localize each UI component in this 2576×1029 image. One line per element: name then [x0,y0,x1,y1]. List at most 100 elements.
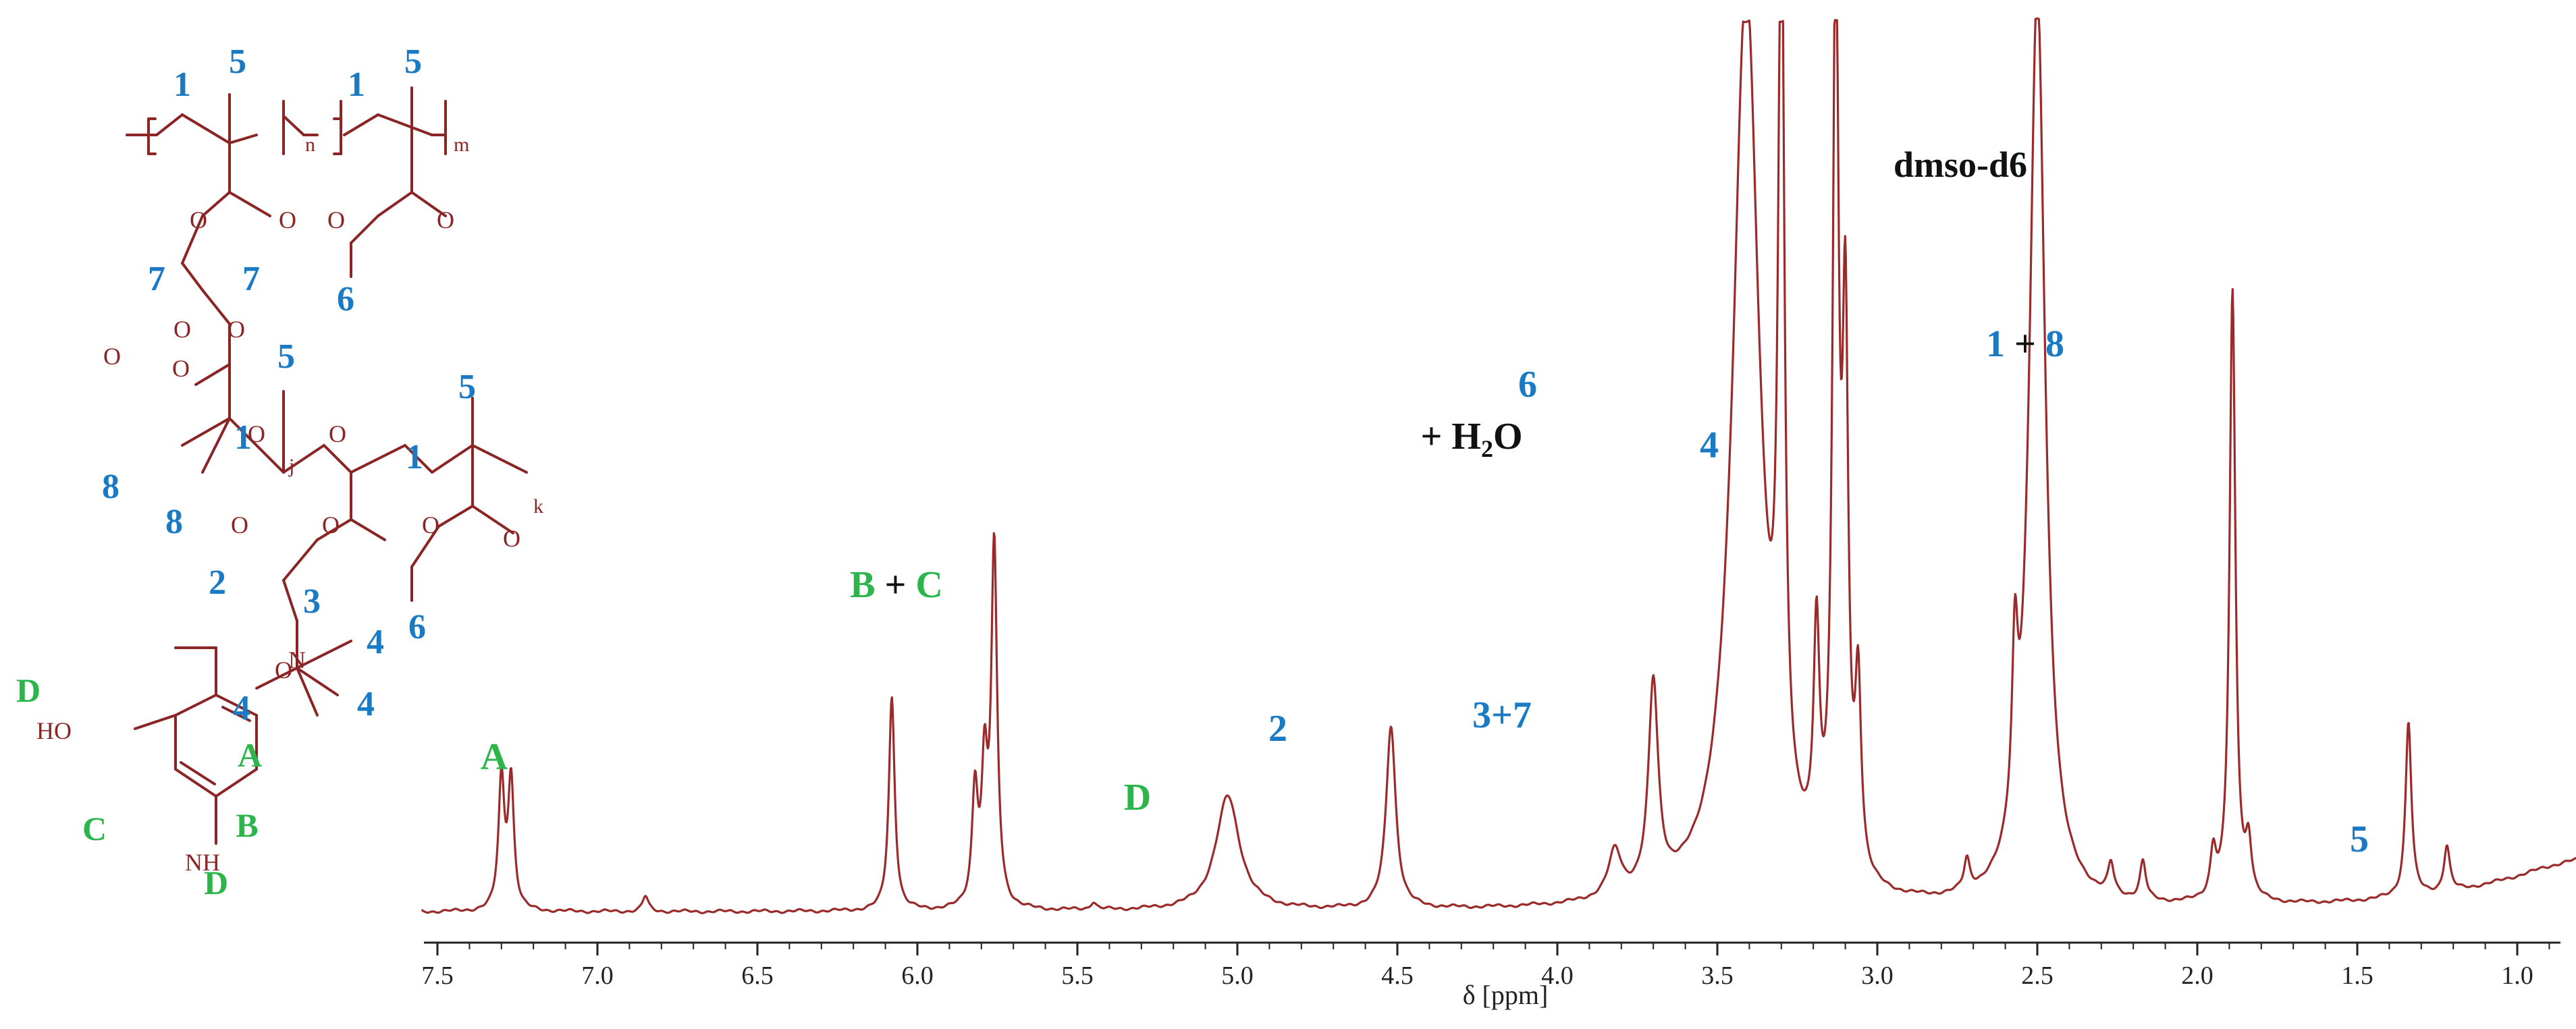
annotation-part: A [481,736,508,778]
structure-number-label: 4 [367,623,384,661]
structure-number-label: 1 [406,438,423,476]
annotation-part: B [850,564,875,606]
peak-annotations: AB + CD2 3+76+ H2O 41 + 85 [481,323,2369,860]
repeat-unit-subscript: m [454,134,469,156]
peak-annotation: 1 + 8 [1986,323,2064,365]
bond-line [174,768,217,798]
x-tick-label: 5.0 [1221,962,1254,990]
bond-line [404,444,433,474]
structure-letter-label: D [16,671,41,709]
x-tick-label: 6.0 [901,962,934,990]
solvent-label: dmso-d6 [1894,144,2027,185]
peak-annotation: D [1124,777,1151,818]
bond-line [316,518,352,541]
structure-number-label: 7 [148,260,165,298]
annotation-part: 2 [1268,708,1287,750]
bond-line [431,444,474,474]
structure-number-label: 3 [303,582,321,621]
atom-symbol: O [172,355,190,382]
structure-number-label: 5 [458,368,476,406]
atom-symbol: O [322,511,340,538]
atom-symbol: O [173,316,191,343]
peak-annotation: B + C [850,564,943,606]
structure-number-label: 2 [209,563,226,602]
x-tick-label: 4.5 [1381,962,1414,990]
atom-symbol: O [248,420,265,447]
bond-line [282,115,305,136]
annotation-part: D [1124,777,1151,818]
atom-symbol: N [288,646,306,673]
bond-line [282,579,298,622]
x-tick-label: 1.5 [2341,962,2373,990]
peak-annotation: A [481,736,508,778]
structure-number-label: 1 [348,65,365,104]
annotation-part: 2 [1481,435,1493,462]
bond-line [471,444,528,474]
bond-line [471,505,514,534]
bond-line [201,289,231,325]
structure-number-label: 6 [408,608,426,646]
bond-line [343,113,379,136]
annotation-part: + [2005,323,2045,365]
structure-number-label: 5 [404,43,422,81]
structure-number-label: 5 [277,337,295,376]
bond-line [228,417,285,474]
bond-line [134,714,177,730]
atom-symbol: O [422,511,439,538]
bond-line [255,667,298,690]
bond-line [174,694,217,717]
atom-symbol: O [103,343,121,370]
x-tick-label: 7.0 [581,962,614,990]
repeat-unit-subscript: k [533,495,543,518]
bond-line [350,215,379,244]
atom-symbol: O [275,657,292,684]
bond-line [296,667,339,696]
x-tick-label: 4.0 [1541,962,1574,990]
atom-symbol: O [437,206,454,233]
atom-symbol: O [227,316,245,343]
x-tick-label: 2.5 [2021,962,2054,990]
atom-symbol: O [231,511,248,538]
bond-line [296,667,319,717]
peak-annotation: 3+7 [1472,694,1532,736]
nmr-spectrum [421,17,2576,914]
atom-symbol: HO [36,717,72,744]
bond-line [155,113,184,136]
atom-symbol: O [329,420,346,447]
bond-line [221,706,251,722]
peak-annotation: + H2O [1420,416,1522,462]
structure-letter-label: A [238,736,262,774]
peak-annotation: 4 [1700,424,1719,466]
x-tick-label: 7.5 [421,962,454,990]
structure-number-label: 4 [233,689,250,727]
x-axis-label: δ [ppm] [1463,980,1549,1010]
atom-symbol: O [190,206,207,233]
repeat-unit-subscript: j [288,455,294,477]
bond-line [410,525,440,568]
structure-letter-label: D [204,864,228,901]
structure-letter-label: C [82,810,107,847]
x-tick-label: 3.5 [1701,962,1734,990]
structure-number-label: 8 [102,468,119,506]
bond-line [350,518,386,541]
bond-line [181,215,204,265]
structure-number-label: 7 [242,260,260,298]
bond-line [437,505,474,528]
bond-line [181,113,231,144]
bond-line [194,363,231,386]
structure-number-label: 1 [173,65,191,104]
annotation-part: 8 [2045,323,2064,365]
peak-annotation: 5 [2350,818,2369,860]
bond-line [181,417,231,447]
structure-number-label: 8 [165,503,183,541]
bond-line [201,417,231,474]
bond-line [282,444,325,474]
annotation-part: 5 [2350,818,2369,860]
structure-number-label: 1 [234,418,252,457]
structure-number-label: 5 [229,43,246,81]
annotation-part: C [915,564,942,606]
annotation-part: 3+7 [1472,694,1532,736]
peak-annotation: 2 [1268,708,1287,750]
bond-line [377,113,433,136]
